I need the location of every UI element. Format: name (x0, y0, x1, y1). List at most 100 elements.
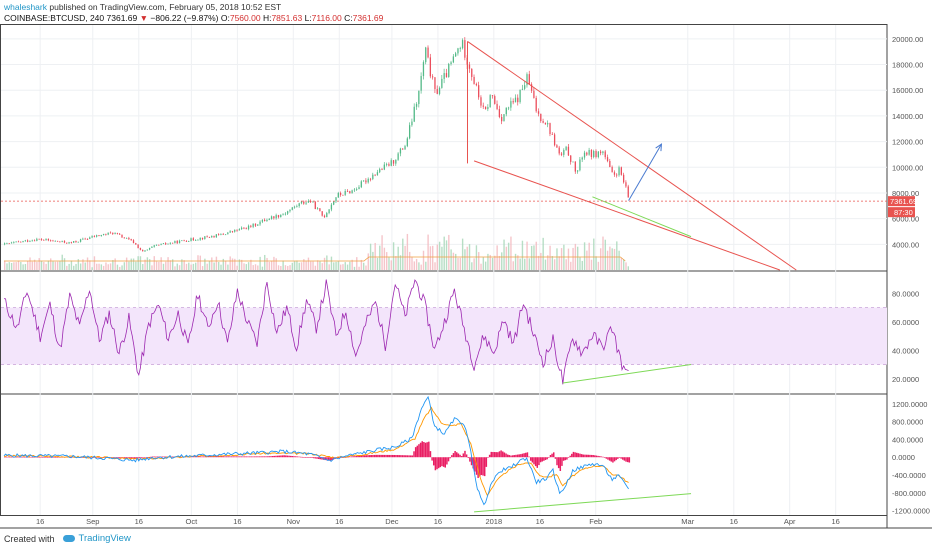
x-tick-label: 16 (536, 517, 544, 526)
candle-body (178, 240, 181, 244)
macd-histogram-bar (225, 456, 228, 458)
candle-body (376, 172, 379, 176)
publisher-name[interactable]: whaleshark (4, 2, 47, 12)
macd-histogram-bar (505, 453, 507, 458)
macd-histogram-bar (130, 457, 133, 459)
candle-body (204, 236, 206, 240)
candle-body (455, 53, 457, 57)
volume-bar (620, 257, 623, 270)
macd-histogram-bar (474, 457, 476, 472)
candle-body (558, 147, 560, 154)
macd-histogram-bar (465, 454, 468, 458)
candle-body (524, 85, 526, 89)
macd-histogram-bar (564, 457, 566, 461)
volume-bar (333, 262, 335, 270)
volume-bar (63, 258, 66, 270)
candle-body (556, 145, 558, 148)
macd-histogram-bar (584, 454, 586, 458)
volume-bar (524, 258, 526, 270)
candle-body (125, 237, 128, 239)
macd-histogram-bar (625, 457, 627, 462)
candle-body (450, 62, 452, 65)
x-tick-label: 2018 (485, 517, 502, 526)
macd-histogram-bar (590, 454, 593, 458)
macd-histogram-bar (497, 452, 499, 458)
macd-histogram-bar (281, 455, 284, 458)
candle-body (514, 97, 517, 103)
macd-histogram-bar (132, 457, 134, 459)
macd-histogram-bar (294, 456, 297, 458)
macd-histogram-bar (378, 454, 381, 458)
volume-bar (599, 248, 602, 270)
candle-body (13, 242, 15, 244)
candle-body (390, 160, 392, 166)
candle-body (616, 174, 618, 176)
volume-bar (415, 258, 418, 270)
volume-bar (623, 259, 625, 270)
candle-body (213, 235, 215, 238)
volume-bar (383, 247, 386, 270)
macd-histogram-bar (48, 456, 50, 458)
volume-bar (388, 257, 390, 270)
candle-body (224, 234, 227, 236)
volume-bar (121, 265, 123, 270)
macd-histogram-bar (617, 457, 619, 459)
macd-histogram-bar (275, 455, 277, 458)
candle-body (510, 101, 512, 108)
candle-body (503, 114, 505, 122)
candle-body (427, 47, 429, 58)
candle-body (206, 236, 208, 238)
macd-histogram-bar (592, 455, 594, 458)
candle-body (153, 245, 155, 247)
volume-bar (579, 257, 581, 270)
volume-bar (484, 261, 487, 270)
candle-body (471, 68, 473, 77)
x-tick-label: 16 (335, 517, 343, 526)
candle-body (342, 194, 344, 196)
candle-body (464, 40, 466, 58)
rsi-line (3, 279, 629, 385)
candle-body (445, 73, 448, 78)
volume-bar (540, 252, 542, 270)
candle-body (478, 85, 480, 98)
macd-histogram-bar (263, 456, 266, 458)
volume-bar (581, 260, 583, 270)
volume-bar (298, 262, 300, 270)
x-tick-label: 16 (434, 517, 442, 526)
candle-body (494, 96, 496, 104)
macd-histogram-bar (460, 456, 463, 458)
macd-histogram-bar (242, 456, 244, 458)
macd-histogram-bar (554, 457, 557, 459)
volume-bar (43, 261, 45, 270)
macd-histogram-bar (316, 457, 318, 459)
candle-body (75, 241, 77, 243)
tradingview-logo[interactable]: TradingView (62, 533, 131, 544)
volume-bar (155, 261, 158, 270)
macd-histogram-bar (204, 456, 207, 458)
volume-bar (224, 260, 227, 270)
candle-body (188, 241, 190, 242)
candle-body (15, 241, 17, 243)
last-price-tag (888, 196, 915, 207)
volume-bar (29, 257, 31, 270)
macd-histogram-bar (321, 457, 323, 460)
volume-bar (40, 260, 43, 270)
candle-body (227, 232, 229, 235)
candle-body (98, 235, 100, 236)
volume-bar (291, 262, 294, 270)
volume-bar (510, 236, 512, 270)
candle-body (116, 233, 119, 234)
macd-histogram-bar (155, 456, 157, 458)
volume-bar (222, 258, 225, 270)
macd-histogram-bar (442, 457, 445, 467)
volume-bar (406, 233, 409, 270)
candle-body (482, 105, 484, 107)
volume-bar (146, 257, 149, 270)
macd-histogram-bar (579, 453, 581, 458)
candle-body (422, 62, 425, 77)
candle-body (259, 221, 261, 225)
candle-body (169, 242, 171, 244)
candle-body (337, 193, 339, 198)
candle-body (6, 243, 8, 245)
